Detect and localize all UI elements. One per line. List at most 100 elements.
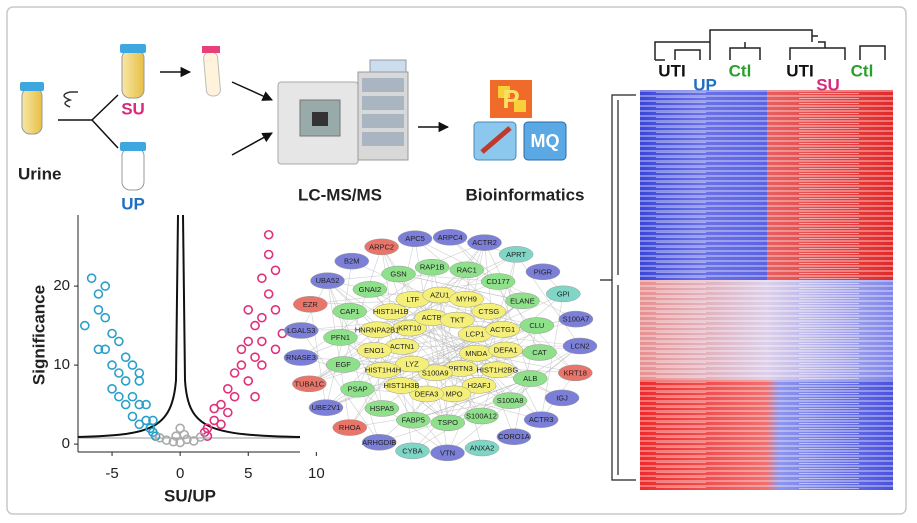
node <box>492 392 528 409</box>
node <box>364 238 399 256</box>
heatmap-label: UTI <box>786 61 813 80</box>
node-label: ACTR3 <box>529 415 554 424</box>
node <box>332 419 368 436</box>
node <box>480 273 516 290</box>
node <box>364 400 400 417</box>
node <box>394 355 430 373</box>
point <box>80 320 90 331</box>
svg-text:MQ: MQ <box>531 131 560 151</box>
point <box>107 328 117 339</box>
point <box>114 368 124 378</box>
point <box>250 352 260 363</box>
node-label: LCP1 <box>466 330 485 339</box>
x-tick-label: 0 <box>176 465 184 482</box>
node <box>471 303 507 320</box>
node-label: S100A8 <box>497 396 524 405</box>
node-label: CLU <box>529 321 544 330</box>
node-label: CORO1A <box>498 432 530 441</box>
node <box>430 414 466 432</box>
node <box>340 380 375 398</box>
point <box>243 304 254 315</box>
node-label: B2M <box>344 257 359 266</box>
point <box>263 249 274 260</box>
node <box>325 356 361 373</box>
node-label: DEFA3 <box>415 389 439 398</box>
point <box>154 432 165 443</box>
node-label: TKT <box>450 316 465 325</box>
edge <box>449 237 523 302</box>
point <box>257 360 267 370</box>
node-label: MPO <box>445 389 462 398</box>
svg-text:P: P <box>502 84 519 114</box>
point <box>107 360 117 370</box>
point <box>188 436 199 446</box>
node-label: CYBA <box>402 446 422 455</box>
node <box>284 322 319 339</box>
node-label: CD177 <box>486 277 509 286</box>
point <box>134 419 145 430</box>
node-label: MYH9 <box>456 295 477 304</box>
edge <box>398 273 523 302</box>
node <box>352 281 388 298</box>
node <box>384 377 419 394</box>
point <box>216 399 226 410</box>
node-label: ENO1 <box>364 346 384 355</box>
point <box>127 391 138 402</box>
node-label: GNAI2 <box>359 285 382 294</box>
node <box>562 337 598 355</box>
node-label: FABP5 <box>402 416 425 425</box>
y-tick-label: 0 <box>62 435 70 452</box>
edge <box>340 261 353 338</box>
node-label: APC5 <box>405 234 425 243</box>
node <box>395 442 430 460</box>
node-label: RAP1B <box>420 263 445 272</box>
node <box>359 321 395 339</box>
node <box>365 361 401 379</box>
node-label: RNASE3 <box>286 353 316 362</box>
edge <box>327 280 351 428</box>
node-label: HIST1H4H <box>365 366 401 375</box>
node-label: CAP1 <box>340 307 360 316</box>
node-label: IGJ <box>556 393 568 402</box>
node-label: ANXA2 <box>470 444 495 453</box>
node <box>396 411 431 429</box>
point <box>93 344 104 355</box>
node-label: HIST1H2BG <box>476 365 518 374</box>
node <box>522 344 557 361</box>
node-label: GSN <box>390 269 406 278</box>
node <box>373 303 408 320</box>
bioinformatics-label: Bioinformatics <box>465 185 584 204</box>
point <box>134 399 145 410</box>
node-label: ARPC4 <box>438 233 463 242</box>
node <box>409 385 444 403</box>
node-label: HIST1H3B <box>384 381 420 390</box>
heatmap-label: Ctl <box>851 61 874 80</box>
node <box>488 341 523 359</box>
point <box>236 360 247 370</box>
node-label: UBA52 <box>316 276 340 285</box>
heatmap-label: UP <box>693 75 717 94</box>
x-tick-label: 5 <box>244 465 252 482</box>
node-label: HSPA5 <box>370 404 394 413</box>
node-label: ACTR2 <box>472 238 497 247</box>
point <box>134 368 145 378</box>
point <box>127 360 138 370</box>
su-label: SU <box>121 99 145 118</box>
point <box>270 304 281 315</box>
node-label: ALB <box>523 374 537 383</box>
point <box>114 391 124 402</box>
edge <box>374 350 383 409</box>
lcms-label: LC-MS/MS <box>298 185 382 204</box>
edge <box>301 330 380 443</box>
node-label: LYZ <box>406 360 420 369</box>
point <box>209 415 219 426</box>
node-label: H2AFJ <box>468 381 491 390</box>
node-label: PSAP <box>348 385 368 394</box>
node-label: EZR <box>303 300 319 309</box>
node-label: PFN1 <box>331 333 350 342</box>
node-label: ACTB <box>422 313 442 322</box>
point <box>250 320 260 331</box>
point <box>229 391 240 402</box>
node-label: HIST1H1B <box>373 307 409 316</box>
node <box>332 303 368 320</box>
